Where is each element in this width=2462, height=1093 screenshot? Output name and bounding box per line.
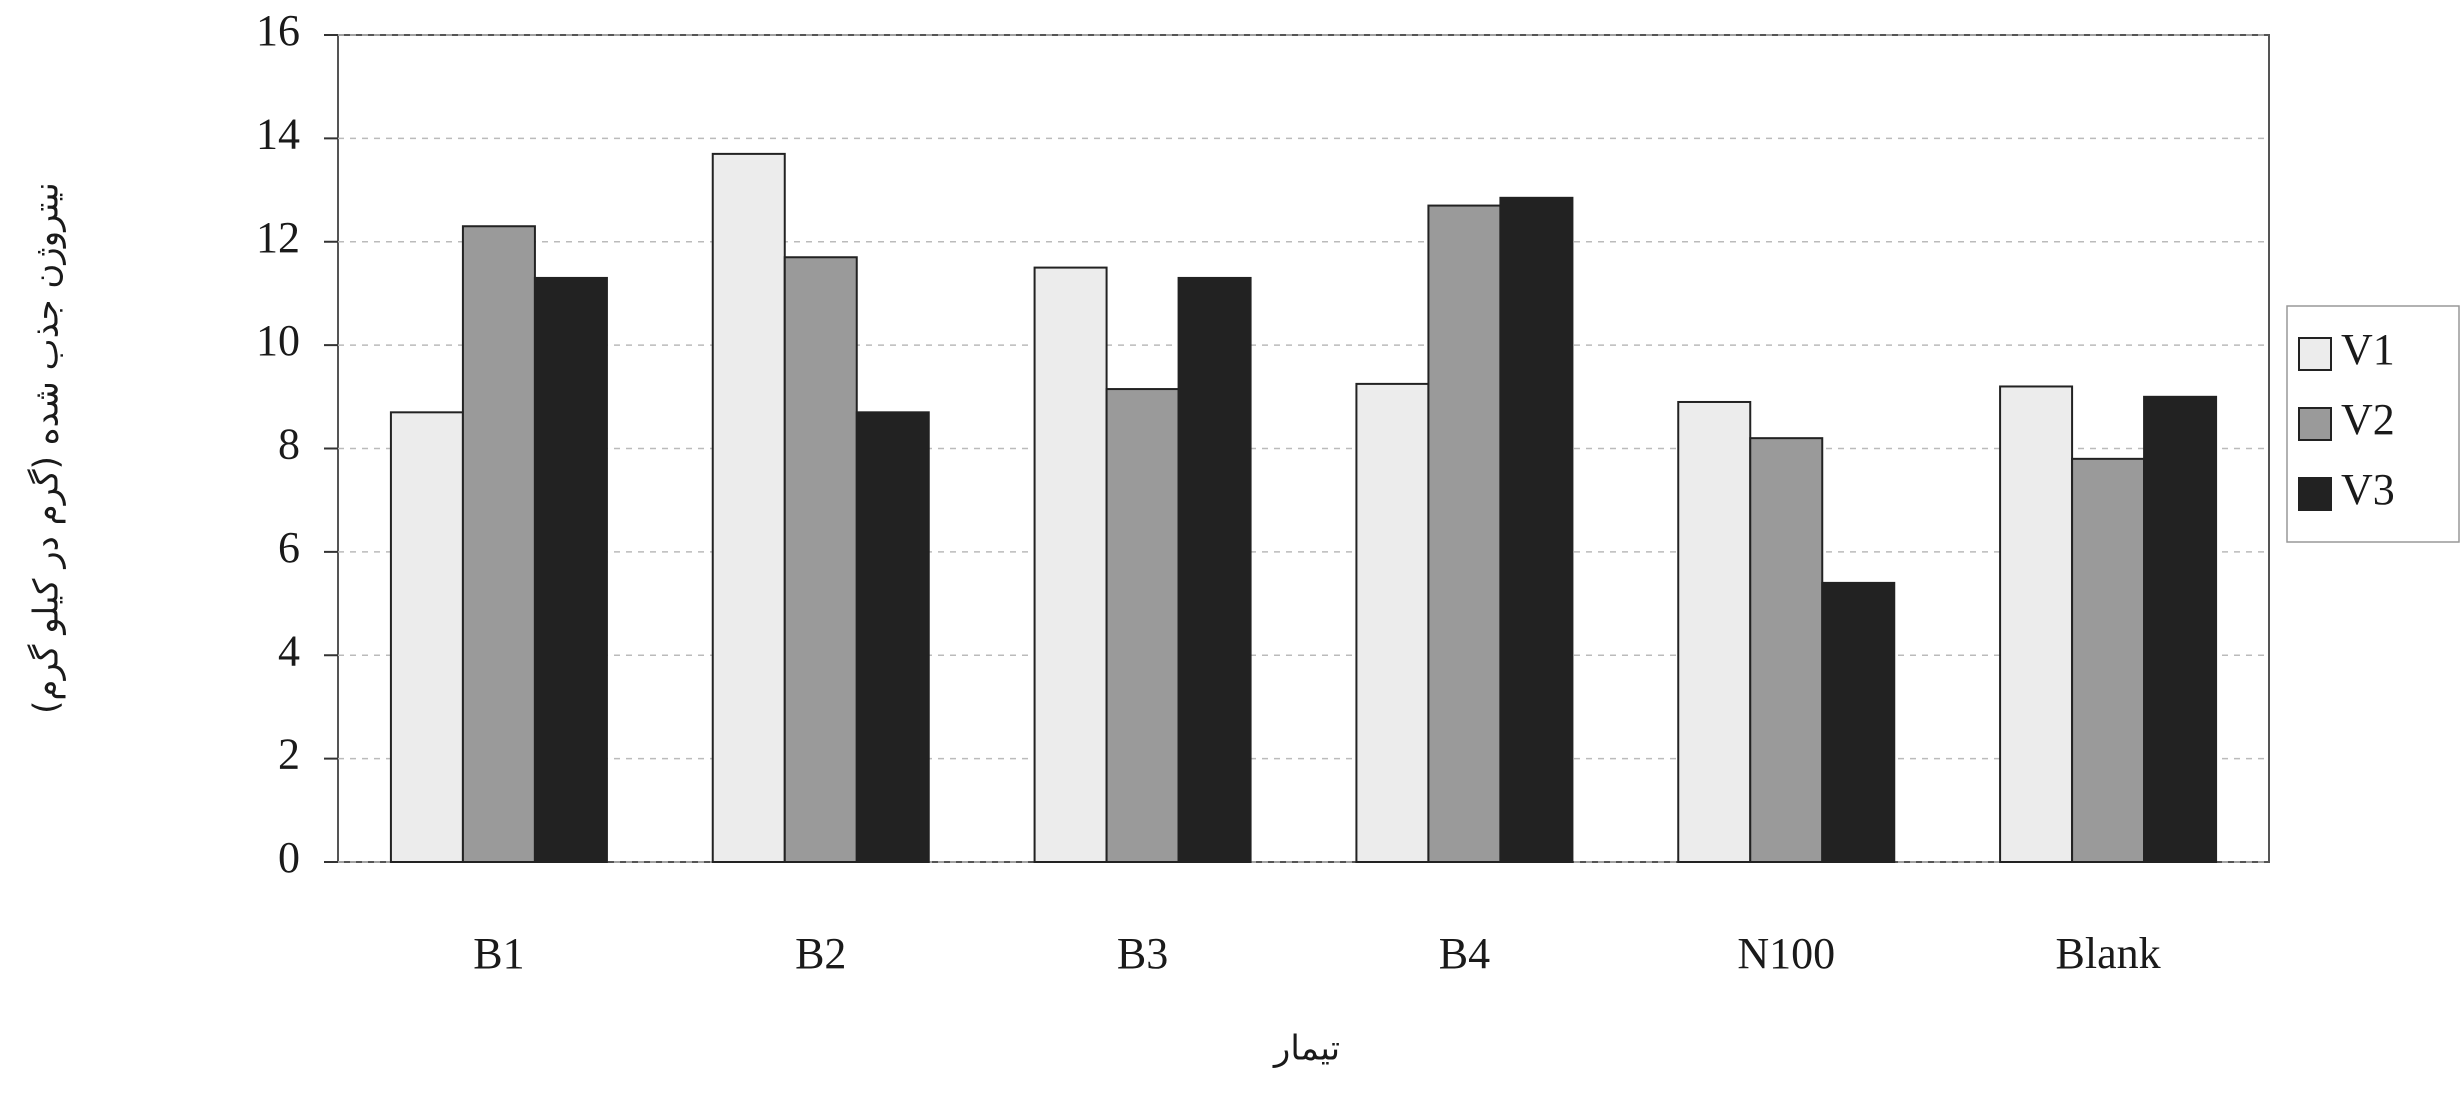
legend-swatch	[2298, 477, 2332, 511]
y-tick-label: 10	[256, 316, 300, 365]
bar	[1499, 196, 1574, 864]
bar	[711, 152, 786, 864]
y-tick-label: 4	[278, 626, 300, 675]
bar	[1427, 204, 1502, 864]
bar	[2143, 395, 2218, 863]
y-tick-label: 6	[278, 523, 300, 572]
legend-swatch	[2298, 407, 2332, 441]
y-tick-label: 2	[278, 730, 300, 779]
bar	[855, 411, 930, 863]
x-axis-title: تیمار	[1272, 1029, 1340, 1069]
bar	[1677, 400, 1752, 863]
bar	[1821, 581, 1896, 863]
bar	[1999, 385, 2074, 863]
x-tick-label: B2	[795, 929, 846, 978]
x-tick-label: N100	[1737, 929, 1835, 978]
bar	[1749, 437, 1824, 863]
y-tick-label: 8	[278, 420, 300, 469]
x-tick-label: B3	[1117, 929, 1168, 978]
x-tick-label: Blank	[2056, 929, 2161, 978]
legend-label: V2	[2341, 395, 2395, 444]
x-tick-label: B4	[1439, 929, 1490, 978]
bar	[1033, 266, 1108, 863]
bar	[2071, 457, 2146, 863]
y-tick-label: 14	[256, 109, 300, 158]
bar	[533, 276, 608, 863]
legend-label: V3	[2341, 465, 2395, 514]
y-axis-title: نیتروژن جذب شده (گرم در کیلو گرم)	[27, 182, 67, 714]
y-tick-label: 0	[278, 833, 300, 882]
y-tick-label: 12	[256, 213, 300, 262]
bar	[1177, 276, 1252, 863]
legend-label: V1	[2341, 325, 2395, 374]
bar	[461, 225, 536, 863]
bar	[783, 256, 858, 864]
y-tick-label: 16	[256, 6, 300, 55]
bar	[1105, 388, 1180, 863]
bar	[1355, 382, 1430, 863]
bar	[389, 411, 464, 863]
legend-swatch	[2298, 337, 2332, 371]
x-tick-label: B1	[473, 929, 524, 978]
